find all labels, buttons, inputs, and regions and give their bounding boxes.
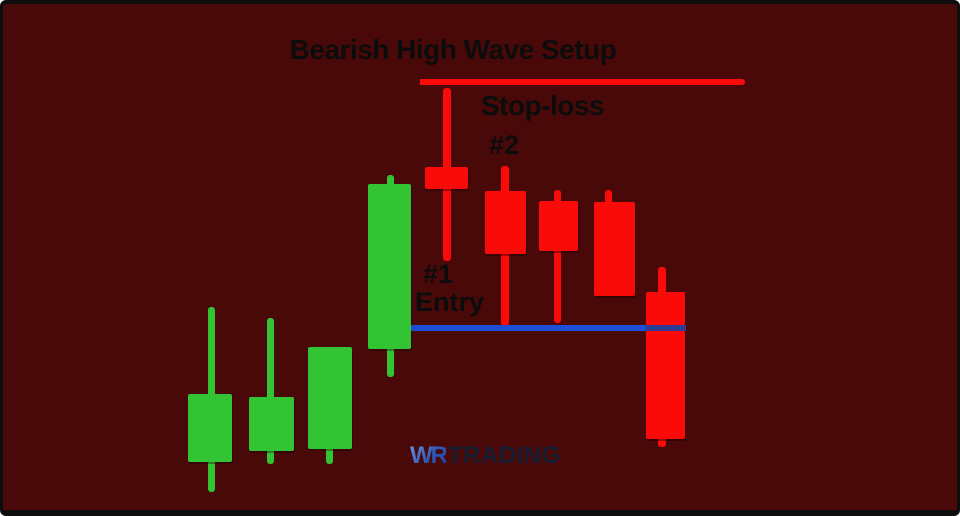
body-green-1 xyxy=(188,394,232,462)
entry-label: Entry xyxy=(415,287,485,317)
wick-red-3 xyxy=(554,190,561,323)
candles-layer xyxy=(3,4,957,510)
logo-wr-text: WR xyxy=(410,442,448,469)
wr-trading-logo: WRTRADING xyxy=(410,442,561,470)
stop-loss-label: Stop-loss xyxy=(481,90,605,121)
body-red-1-high-wave xyxy=(425,167,468,189)
logo-trading-text: TRADING xyxy=(447,442,561,469)
candle-1-label: #1 xyxy=(423,259,454,289)
body-red-4 xyxy=(594,202,635,296)
wick-green-2 xyxy=(267,318,274,464)
body-green-3 xyxy=(308,347,352,449)
body-red-5-selloff xyxy=(646,292,685,439)
body-red-2 xyxy=(485,191,526,254)
body-green-4-big xyxy=(368,184,411,349)
chart-title: Bearish High Wave Setup xyxy=(289,34,617,65)
candle-2-label: #2 xyxy=(489,130,520,160)
entry-line xyxy=(411,325,686,331)
body-green-2 xyxy=(249,397,294,451)
stop-loss-line xyxy=(420,79,745,85)
body-red-3 xyxy=(539,201,578,251)
